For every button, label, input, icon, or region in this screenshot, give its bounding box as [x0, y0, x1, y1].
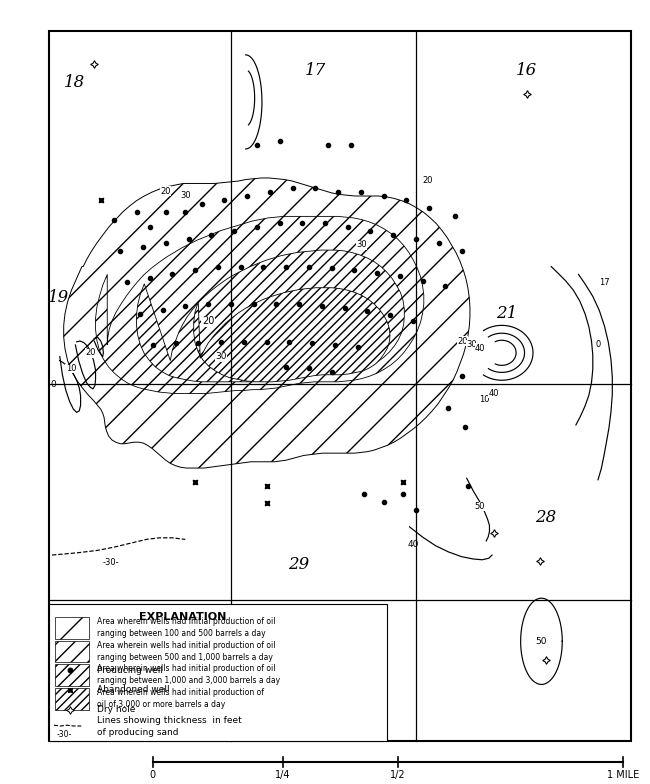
Polygon shape — [194, 288, 390, 382]
Text: 21: 21 — [497, 305, 517, 322]
Text: 17: 17 — [599, 278, 610, 287]
Text: 0: 0 — [150, 770, 156, 780]
Text: 10: 10 — [66, 364, 76, 373]
Text: 50: 50 — [314, 648, 326, 657]
Text: 1/2: 1/2 — [390, 770, 406, 780]
Polygon shape — [136, 250, 404, 382]
Text: Dry hole: Dry hole — [97, 705, 135, 714]
Text: EXPLANATION: EXPLANATION — [139, 612, 227, 622]
Text: Abandoned well: Abandoned well — [97, 685, 170, 695]
Text: 28: 28 — [536, 509, 556, 526]
Text: 20: 20 — [86, 348, 96, 358]
Text: Area wherein wells had initial production of oil
ranging between 100 and 500 bar: Area wherein wells had initial productio… — [97, 617, 276, 638]
Text: 30: 30 — [356, 240, 367, 249]
Text: 0: 0 — [595, 340, 601, 350]
Bar — [55, 688, 89, 710]
Polygon shape — [64, 178, 470, 468]
Text: 20: 20 — [458, 336, 468, 346]
Bar — [55, 664, 89, 686]
Text: Producing well: Producing well — [97, 666, 163, 675]
Text: 16: 16 — [516, 62, 537, 79]
Text: -30-: -30- — [57, 730, 72, 739]
Polygon shape — [96, 216, 424, 394]
Text: 50: 50 — [474, 502, 485, 511]
Text: 10: 10 — [479, 395, 489, 405]
Text: 19: 19 — [48, 289, 69, 307]
Text: 17: 17 — [305, 62, 326, 79]
Text: 20: 20 — [161, 187, 171, 196]
Text: 18: 18 — [64, 74, 85, 91]
Text: 20: 20 — [202, 317, 214, 326]
Bar — [55, 641, 89, 662]
Text: 40: 40 — [489, 389, 499, 398]
Text: 40: 40 — [475, 343, 486, 353]
Text: -30-: -30- — [102, 557, 119, 567]
Text: 29: 29 — [289, 556, 309, 573]
Bar — [55, 617, 89, 639]
Text: 30: 30 — [180, 191, 190, 201]
Text: 50: 50 — [536, 637, 547, 646]
Text: Area wherein wells had initial production of
oil of 3,000 or more barrels a day: Area wherein wells had initial productio… — [97, 688, 264, 709]
Bar — [49, 604, 387, 741]
Text: Lines showing thickness  in feet
of producing sand: Lines showing thickness in feet of produ… — [97, 717, 242, 737]
Text: 40: 40 — [407, 539, 419, 549]
Text: 1 MILE: 1 MILE — [606, 770, 639, 780]
Text: 30: 30 — [466, 340, 476, 350]
Bar — [49, 31, 630, 741]
Text: Area wherein wells had initial production of oil
ranging between 500 and 1,000 b: Area wherein wells had initial productio… — [97, 641, 276, 662]
Text: Area wherein wells had initial production of oil
ranging between 1,000 and 3,000: Area wherein wells had initial productio… — [97, 664, 280, 685]
Text: 20: 20 — [422, 176, 433, 185]
Text: 0: 0 — [51, 379, 56, 389]
Text: 30: 30 — [215, 352, 227, 361]
Text: 1/4: 1/4 — [275, 770, 291, 780]
